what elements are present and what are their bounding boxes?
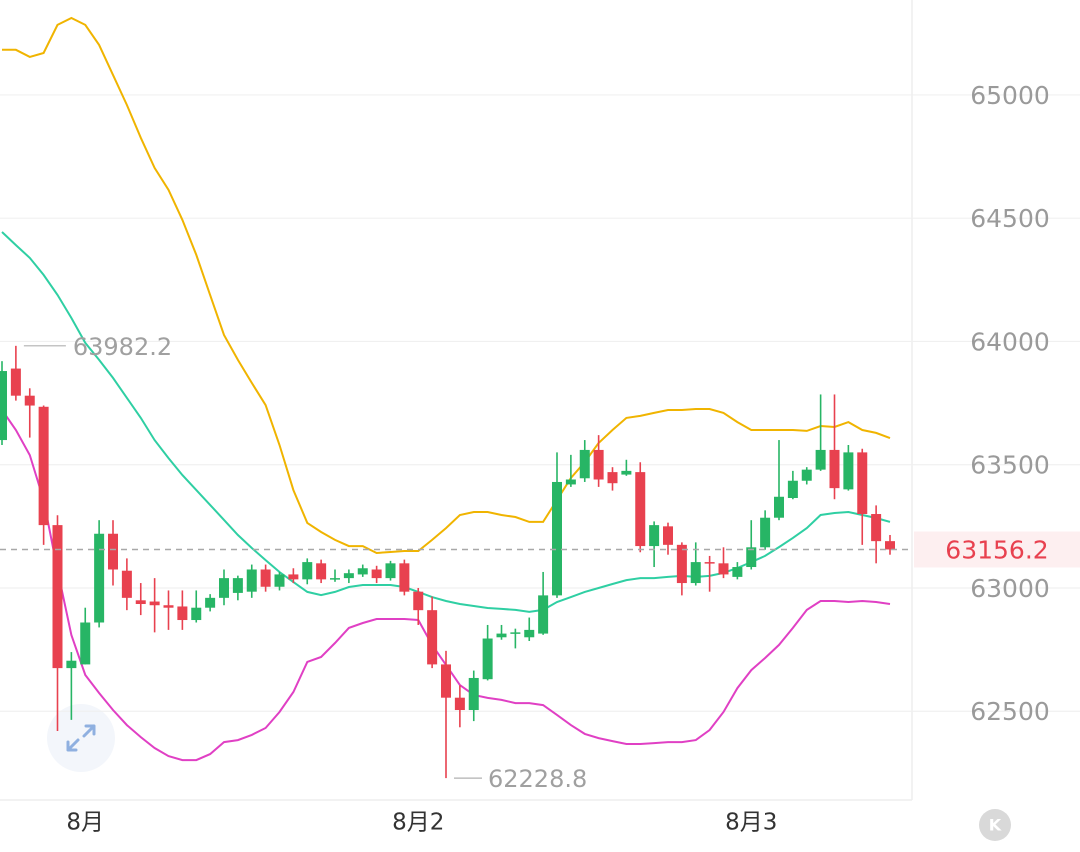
candle-body — [815, 449, 826, 470]
candle-body — [635, 472, 646, 547]
candle-body — [732, 567, 743, 577]
candle-body — [219, 578, 229, 598]
candle-body — [80, 622, 91, 665]
candle-body — [427, 610, 438, 665]
candle-body — [468, 677, 479, 711]
candle-body — [774, 496, 784, 518]
candle-body — [316, 563, 327, 580]
candle-body — [343, 573, 354, 579]
candle-body — [385, 563, 396, 579]
candle-body — [593, 449, 604, 480]
x-tick-label: 8月3 — [725, 810, 777, 836]
candle-body — [108, 533, 118, 570]
band-line — [2, 16, 891, 555]
candle-body — [0, 371, 7, 441]
y-tick-label: 63000 — [970, 574, 1050, 603]
candle-body — [565, 479, 576, 485]
y-tick-label: 63500 — [970, 451, 1050, 480]
candle-body — [718, 563, 729, 575]
candle-body — [829, 449, 840, 489]
x-tick-label: 8月 — [66, 810, 104, 836]
y-tick-label: 62500 — [970, 697, 1050, 726]
candle-body — [357, 568, 368, 575]
candle-body — [454, 697, 465, 711]
candle-body — [857, 452, 868, 515]
candle-body — [441, 664, 451, 698]
candle-body — [177, 606, 188, 621]
candle-body — [607, 472, 618, 484]
k-button[interactable]: K — [979, 809, 1011, 841]
band-line — [1, 231, 891, 613]
candle-body — [121, 570, 132, 598]
candle-body — [663, 526, 673, 545]
candle-body — [538, 595, 549, 634]
max-label: 63982.2 — [73, 333, 172, 361]
candle-body — [704, 562, 715, 564]
candle-body — [163, 605, 174, 608]
candle-body — [149, 601, 160, 606]
min-label: 62228.8 — [488, 765, 587, 793]
candle-body — [482, 638, 493, 680]
candle-body — [10, 368, 21, 396]
candle-body — [621, 470, 632, 475]
candle-body — [260, 569, 271, 587]
x-tick-label: 8月2 — [392, 810, 444, 836]
candle-body — [746, 547, 757, 568]
last-price-bg — [914, 531, 1080, 568]
candle-body — [288, 574, 299, 580]
candle-body — [330, 578, 340, 580]
candle-body — [524, 629, 535, 638]
candle-body — [52, 525, 63, 669]
candle-body — [399, 563, 410, 592]
candle-body — [274, 574, 285, 587]
candle-body — [135, 600, 146, 605]
candle-body — [66, 660, 77, 669]
candle-body — [371, 569, 382, 579]
candle-body — [510, 632, 521, 634]
svg-text:K: K — [989, 816, 1002, 835]
candle-body — [232, 578, 243, 593]
candle-body — [94, 533, 105, 623]
candle-body — [885, 541, 895, 550]
candle-body — [871, 514, 882, 542]
expand-icon[interactable] — [47, 704, 115, 772]
candle-body — [246, 569, 257, 592]
candle-body — [413, 591, 424, 611]
candle-body — [690, 562, 701, 584]
candle-body — [552, 481, 562, 596]
candle-body — [760, 517, 771, 548]
candle-body — [496, 633, 507, 638]
candle-body — [787, 480, 798, 498]
candle-body — [24, 395, 35, 406]
candle-body — [579, 449, 590, 479]
candle-body — [843, 452, 854, 490]
candle-body — [205, 597, 216, 608]
last-price-label: 63156.2 — [945, 535, 1048, 564]
candle-body — [676, 544, 687, 584]
candle-body — [38, 406, 49, 526]
y-tick-label: 65000 — [970, 81, 1050, 110]
candle-body — [191, 607, 202, 621]
y-tick-label: 64000 — [970, 327, 1050, 356]
y-tick-label: 64500 — [970, 204, 1050, 233]
candle-body — [302, 562, 313, 580]
candle-body — [801, 469, 812, 481]
candle-body — [649, 525, 660, 547]
